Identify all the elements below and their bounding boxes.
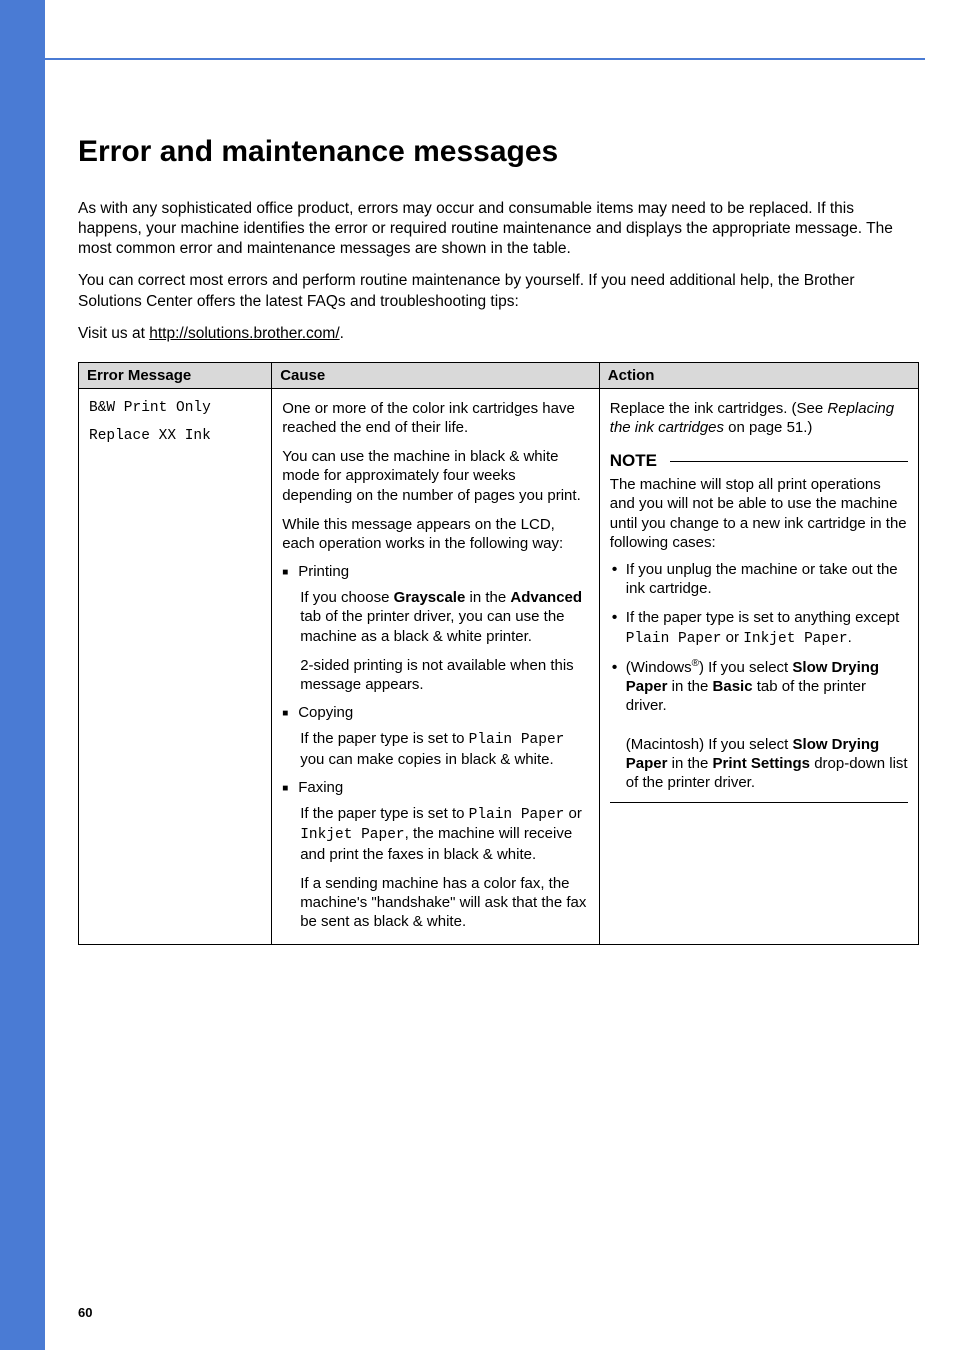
note-box: NOTE The machine will stop all print ope…	[610, 451, 908, 803]
b3-j: Print Settings	[713, 755, 811, 772]
printing-sub1-a: If you choose	[300, 589, 393, 606]
visit-line: Visit us at http://solutions.brother.com…	[78, 324, 919, 344]
copying-item: Copying	[282, 704, 589, 721]
note-bullet-3: (Windows®) If you select Slow Drying Pap…	[610, 658, 908, 792]
b3-a: (Windows	[626, 659, 692, 676]
printing-sub1-c: in the	[465, 589, 510, 606]
b2-b: Plain Paper	[626, 631, 722, 647]
action-top-c: on page 51.)	[724, 419, 812, 436]
b2-d: Inkjet Paper	[743, 631, 847, 647]
note-body: The machine will stop all print operatio…	[610, 475, 908, 552]
intro-paragraph-1: As with any sophisticated office product…	[78, 199, 919, 259]
msg-line-2: Replace XX Ink	[89, 427, 261, 446]
col-header-action: Action	[599, 362, 918, 388]
action-top: Replace the ink cartridges. (See Replaci…	[610, 399, 908, 437]
msg-line-1: B&W Print Only	[89, 399, 261, 418]
intro-block: As with any sophisticated office product…	[78, 199, 919, 344]
copying-sub-b: Plain Paper	[469, 732, 565, 748]
action-top-a: Replace the ink cartridges. (See	[610, 400, 828, 417]
copying-sub: If the paper type is set to Plain Paper …	[282, 729, 589, 769]
table-row: B&W Print Only Replace XX Ink One or mor…	[79, 388, 919, 944]
cause-list: Printing	[282, 563, 589, 580]
b3-g: (Macintosh) If you select	[626, 736, 793, 753]
faxing-sub2: If a sending machine has a color fax, th…	[282, 874, 589, 932]
printing-sub1-e: tab of the printer driver, you can use t…	[300, 608, 564, 644]
note-title: NOTE	[610, 451, 665, 471]
b3-d: in the	[667, 678, 712, 695]
intro-paragraph-2: You can correct most errors and perform …	[78, 271, 919, 311]
note-bullet-2: If the paper type is set to anything exc…	[610, 608, 908, 648]
printing-sub2: 2-sided printing is not available when t…	[282, 656, 589, 694]
col-header-cause: Cause	[272, 362, 600, 388]
printing-sub1-b: Grayscale	[394, 589, 466, 606]
cause-list-2: Copying	[282, 704, 589, 721]
visit-prefix: Visit us at	[78, 325, 149, 342]
table-header-row: Error Message Cause Action	[79, 362, 919, 388]
page-number: 60	[78, 1305, 92, 1320]
cause-p1: One or more of the color ink cartridges …	[282, 399, 589, 437]
sidebar-accent	[0, 0, 45, 1350]
reg-mark: ®	[692, 658, 699, 669]
faxing-sub1-c: or	[564, 805, 582, 822]
note-rule-bottom	[610, 802, 908, 803]
note-bullet-1: If you unplug the machine or take out th…	[610, 560, 908, 598]
faxing-sub1-a: If the paper type is set to	[300, 805, 468, 822]
faxing-sub1-d: Inkjet Paper	[300, 827, 404, 843]
col-header-message: Error Message	[79, 362, 272, 388]
faxing-sub1: If the paper type is set to Plain Paper …	[282, 804, 589, 864]
cell-cause: One or more of the color ink cartridges …	[272, 388, 600, 944]
b3-i: in the	[667, 755, 712, 772]
solutions-link[interactable]: http://solutions.brother.com/	[149, 325, 339, 342]
error-table: Error Message Cause Action B&W Print Onl…	[78, 362, 919, 945]
b3-e: Basic	[713, 678, 753, 695]
printing-sub1: If you choose Grayscale in the Advanced …	[282, 588, 589, 646]
visit-suffix: .	[340, 325, 344, 342]
cell-error-message: B&W Print Only Replace XX Ink	[79, 388, 272, 944]
faxing-sub1-b: Plain Paper	[469, 807, 565, 823]
cell-action: Replace the ink cartridges. (See Replaci…	[599, 388, 918, 944]
page-title: Error and maintenance messages	[78, 135, 919, 169]
top-rule	[45, 58, 925, 60]
printing-item: Printing	[282, 563, 589, 580]
cause-p2: You can use the machine in black & white…	[282, 447, 589, 505]
b3-b: ) If you select	[699, 659, 792, 676]
copying-sub-a: If the paper type is set to	[300, 730, 468, 747]
page-content: Error and maintenance messages As with a…	[0, 0, 954, 945]
copying-sub-c: you can make copies in black & white.	[300, 751, 553, 768]
b2-c: or	[722, 629, 744, 646]
note-rule-top	[670, 461, 908, 462]
b2-a: If the paper type is set to anything exc…	[626, 609, 900, 626]
b2-e: .	[848, 629, 852, 646]
cause-list-3: Faxing	[282, 779, 589, 796]
faxing-item: Faxing	[282, 779, 589, 796]
note-bullets: If you unplug the machine or take out th…	[610, 560, 908, 792]
printing-sub1-d: Advanced	[510, 589, 582, 606]
cause-p3: While this message appears on the LCD, e…	[282, 515, 589, 553]
